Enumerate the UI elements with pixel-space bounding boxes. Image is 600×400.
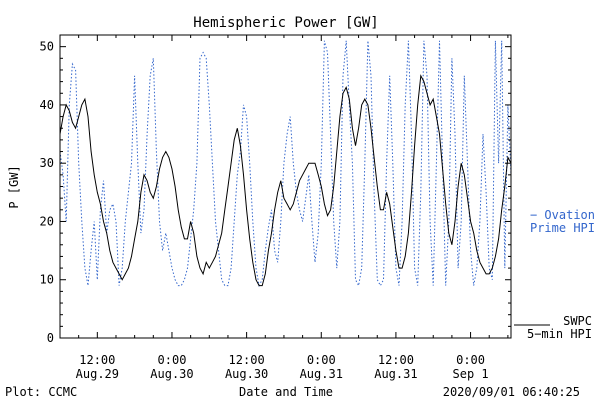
legend-ovation-line1: − Ovation [530,208,595,222]
x-tick-date-label: Aug.30 [225,367,268,381]
ovation-prime-line [60,40,511,288]
legend-swpc-line2: 5−min HPI [527,327,592,341]
plot-credit: Plot: CCMC [5,385,77,399]
chart-title: Hemispheric Power [GW] [193,15,378,31]
plot-timestamp: 2020/09/01 06:40:25 [443,385,580,399]
x-tick-time-label: 0:00 [307,353,336,367]
x-tick-date-label: Aug.31 [300,367,343,381]
legend-swpc-line1: SWPC [563,314,592,328]
y-tick-label: 20 [40,214,54,228]
legend-ovation: − Ovation Prime HPI [530,208,595,235]
x-tick-time-label: 12:00 [229,353,265,367]
x-tick-date-label: Sep 1 [453,367,489,381]
x-axis-label: Date and Time [239,385,333,399]
plot-frame [59,34,512,339]
y-axis-label: P [GW] [7,165,21,208]
x-tick-date-label: Aug.29 [76,367,119,381]
x-tick-date-label: Aug.31 [374,367,417,381]
y-tick-label: 10 [40,273,54,287]
y-tick-label: 0 [47,331,54,345]
y-tick-label: 50 [40,40,54,54]
y-tick-label: 40 [40,98,54,112]
x-tick-time-label: 0:00 [158,353,187,367]
x-tick-time-label: 12:00 [79,353,115,367]
x-axis: 12:00Aug.290:00Aug.3012:00Aug.300:00Aug.… [59,35,509,381]
x-tick-time-label: 12:00 [378,353,414,367]
x-tick-date-label: Aug.30 [150,367,193,381]
swpc-hpi-line [60,74,511,287]
swpc-hpi-series [60,74,511,287]
y-tick-label: 30 [40,156,54,170]
legend-swpc: SWPC 5−min HPI [514,314,592,341]
legend-ovation-line2: Prime HPI [530,221,595,235]
ovation-prime-series [60,40,511,288]
x-tick-time-label: 0:00 [456,353,485,367]
y-axis: 0 10 20 30 40 50 [40,40,511,345]
